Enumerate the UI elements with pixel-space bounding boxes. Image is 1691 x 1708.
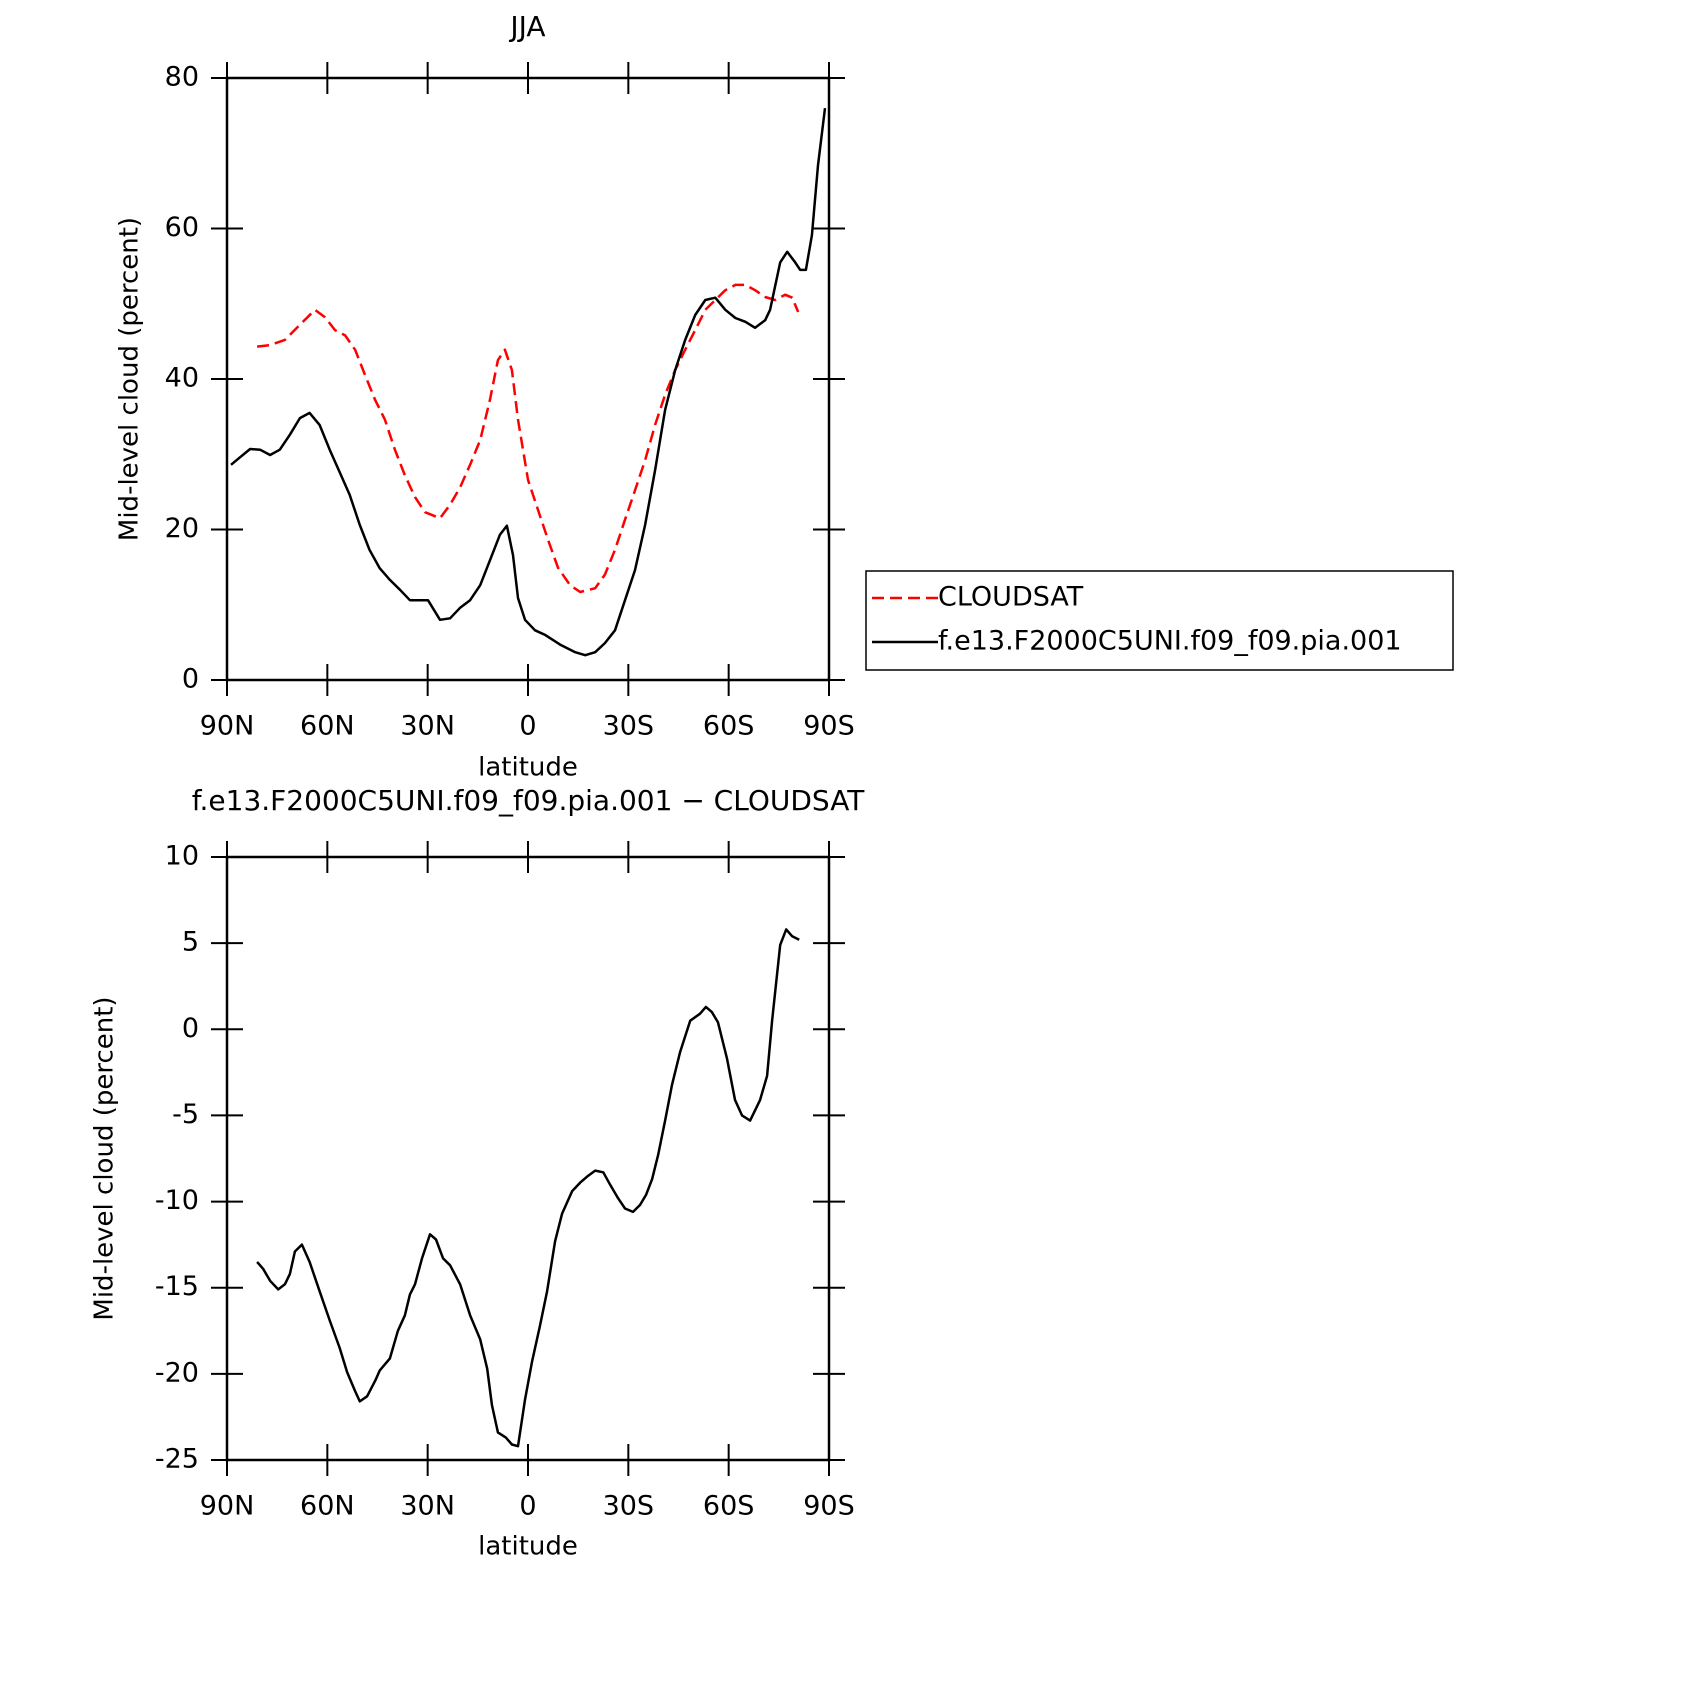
x-tick-label: 90N: [200, 1491, 255, 1522]
y-tick-label: 80: [165, 62, 199, 93]
data-line: [256, 283, 800, 594]
x-tick-label: 90N: [200, 711, 255, 742]
y-tick-label: -15: [155, 1271, 199, 1302]
x-tick-label: 0: [519, 1491, 536, 1522]
y-tick-label: -25: [155, 1444, 199, 1475]
legend-box: [865, 570, 1454, 671]
data-line: [256, 928, 800, 1448]
y-tick-label: 0: [182, 664, 199, 695]
x-tick-label: 90S: [803, 1491, 855, 1522]
x-tick-label: 30S: [603, 711, 655, 742]
plot-frame: [225, 855, 831, 1462]
x-axis-label: latitude: [478, 753, 578, 783]
y-tick-label: 10: [165, 841, 199, 872]
legend-label: f.e13.F2000C5UNI.f09_f09.pia.001: [938, 626, 1402, 657]
y-tick-label: 0: [182, 1013, 199, 1044]
x-tick-label: 60N: [300, 1491, 355, 1522]
y-tick-label: 20: [165, 513, 199, 544]
y-tick-label: -10: [155, 1185, 199, 1216]
y-axis-label: Mid-level cloud (percent): [90, 996, 120, 1320]
x-tick-label: 0: [519, 711, 536, 742]
data-line: [230, 107, 827, 657]
y-tick-label: 40: [165, 363, 199, 394]
x-tick-label: 30N: [400, 1491, 455, 1522]
y-tick-label: 5: [182, 927, 199, 958]
y-axis-label: Mid-level cloud (percent): [115, 217, 145, 541]
x-tick-label: 30S: [603, 1491, 655, 1522]
y-tick-label: 60: [165, 212, 199, 243]
chart-title: f.e13.F2000C5UNI.f09_f09.pia.001 − CLOUD…: [192, 784, 866, 817]
y-tick-label: -20: [155, 1357, 199, 1388]
x-axis-label: latitude: [478, 1532, 578, 1562]
x-tick-label: 60S: [703, 711, 755, 742]
x-tick-label: 30N: [400, 711, 455, 742]
plot-frame: [225, 76, 831, 682]
legend: CLOUDSAT f.e13.F2000C5UNI.f09_f09.pia.001: [865, 570, 1454, 671]
chart-title: JJA: [508, 10, 545, 43]
x-tick-label: 60S: [703, 1491, 755, 1522]
legend-label: CLOUDSAT: [938, 582, 1084, 613]
y-tick-label: -5: [172, 1099, 199, 1130]
x-tick-label: 90S: [803, 711, 855, 742]
x-tick-label: 60N: [300, 711, 355, 742]
